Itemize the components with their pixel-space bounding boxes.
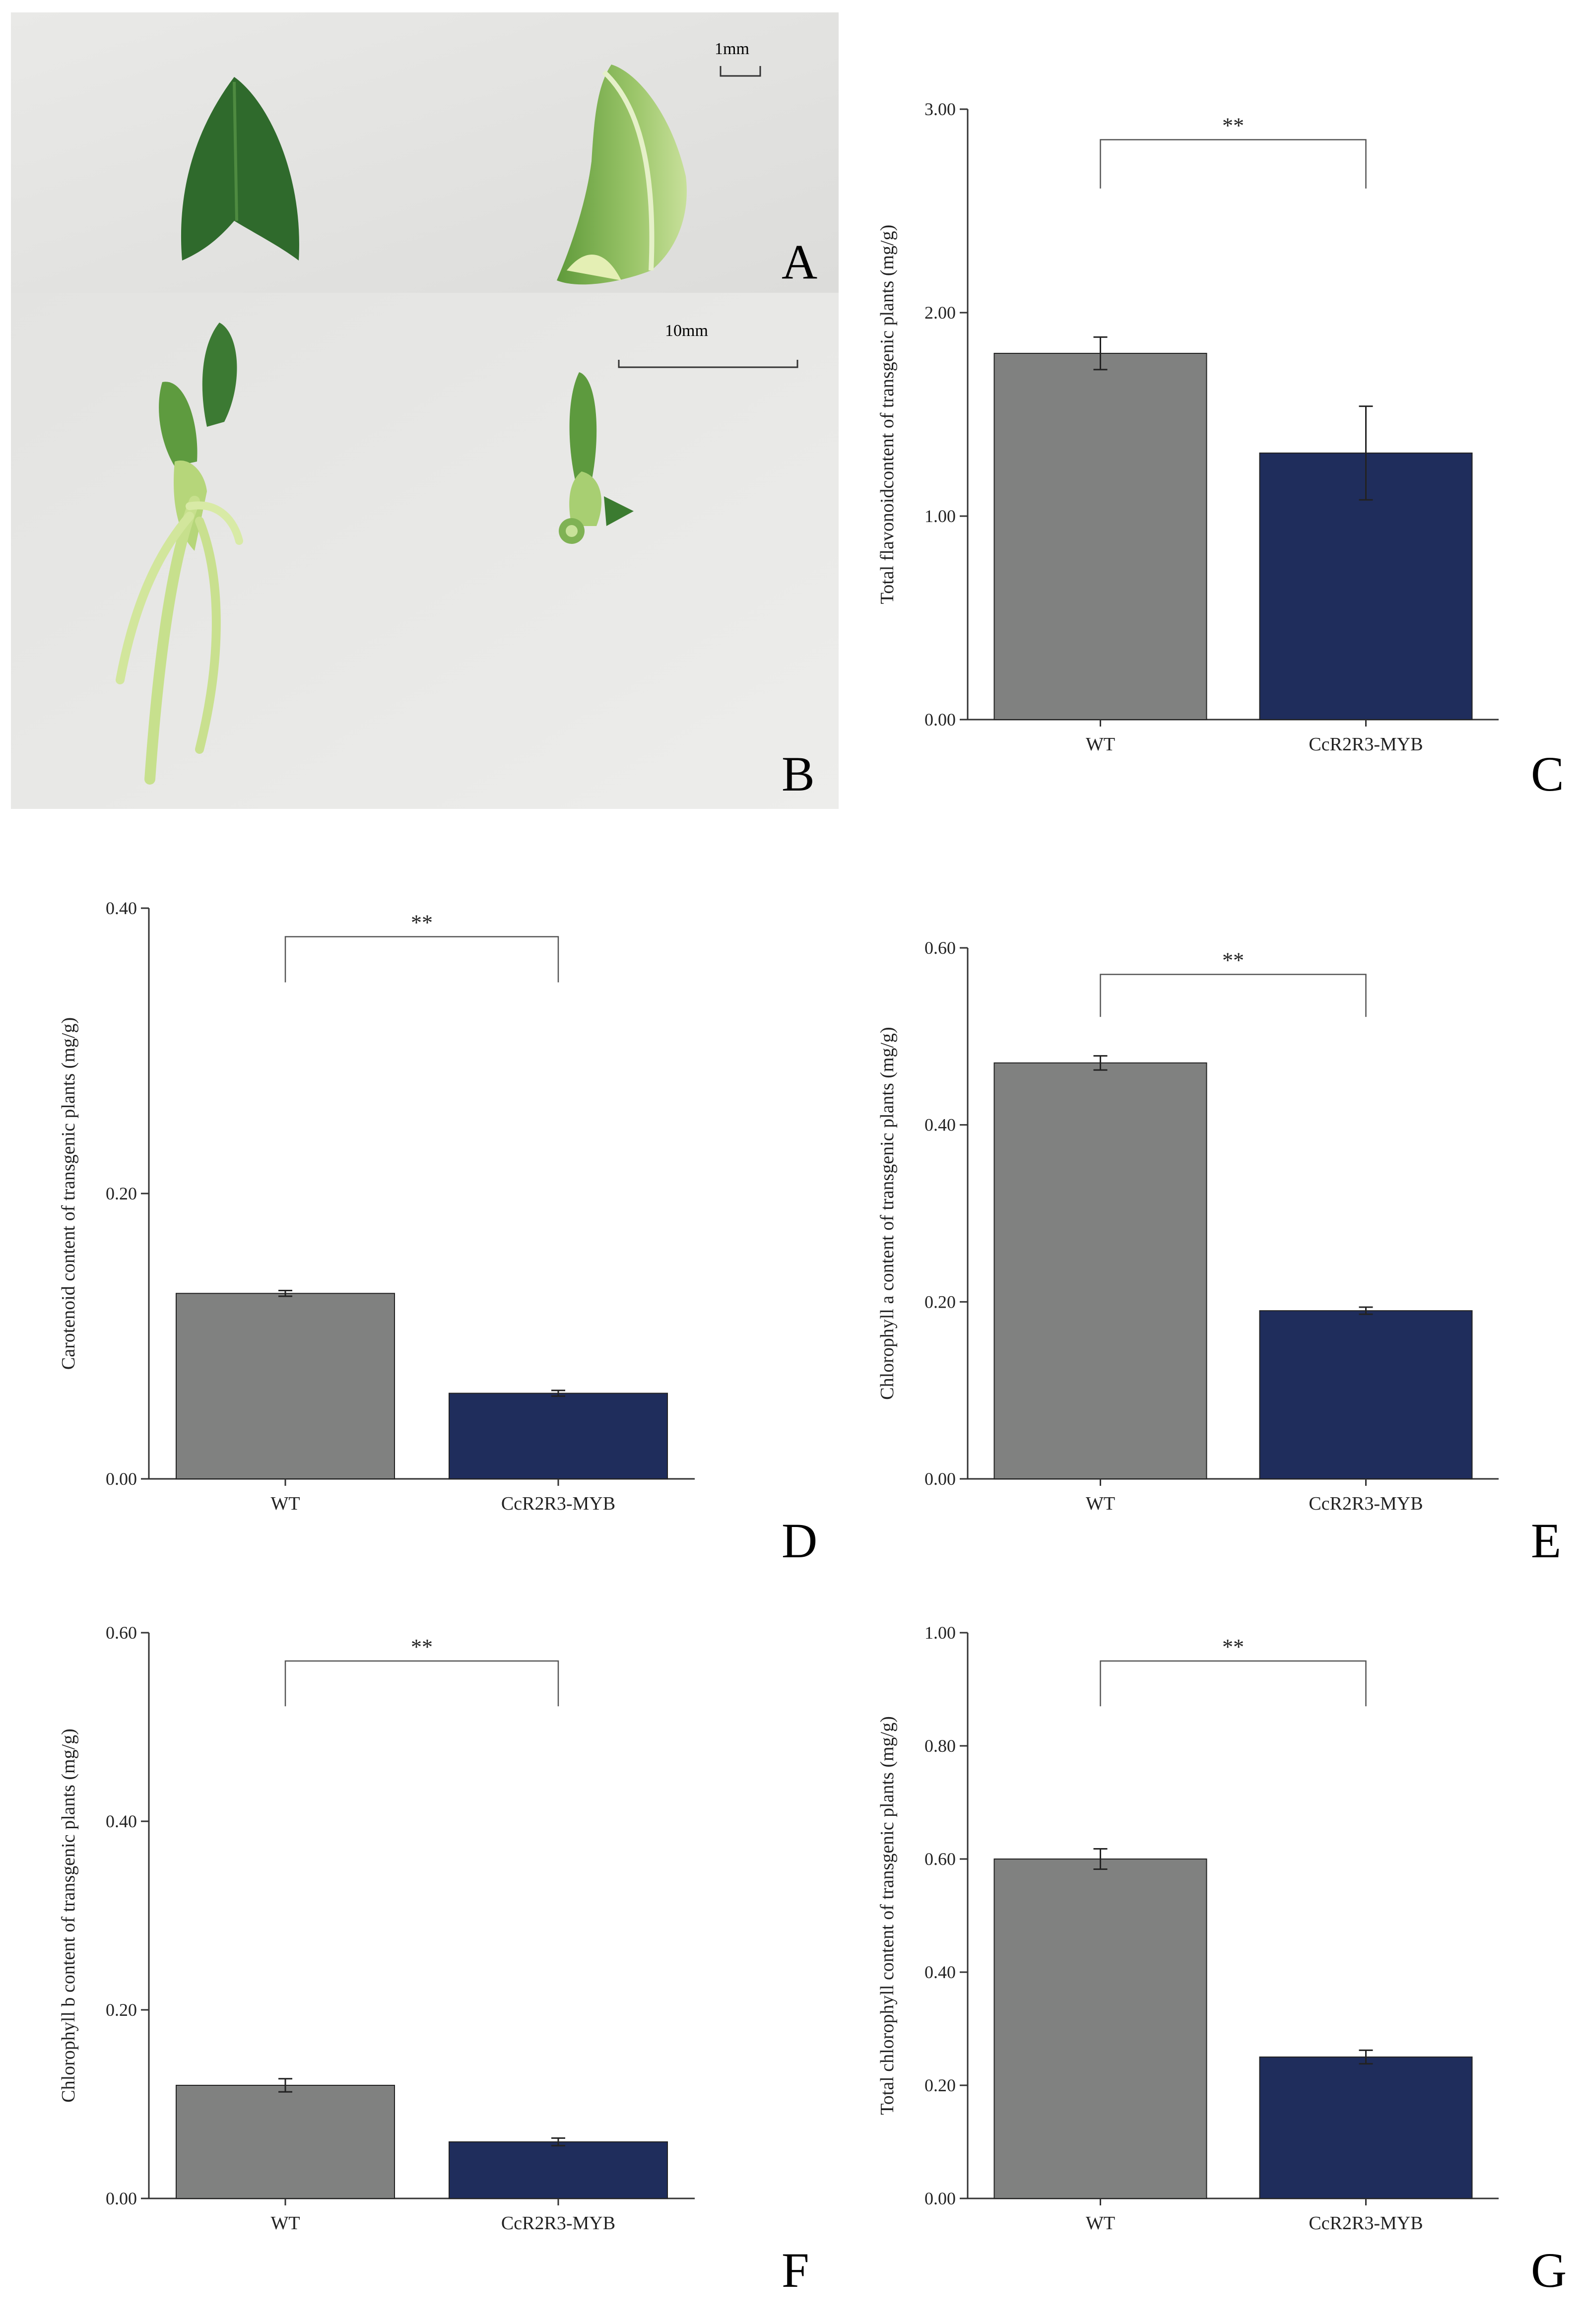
bar-transgenic xyxy=(449,1393,668,1479)
x-tick-label: WT xyxy=(270,1493,300,1514)
panel-letter-e: E xyxy=(1531,1513,1562,1568)
chart-svg: 0.00 0.20 0.40 Carotenoid content of transg… xyxy=(58,898,695,1514)
scale-label-a: 1mm xyxy=(715,40,749,58)
significance-label: ** xyxy=(1222,948,1244,973)
bar-wt xyxy=(993,1062,1207,1480)
y-tick-label: 0.60 xyxy=(924,1849,956,1869)
y-axis-label: Carotenoid content of transgenic plants … xyxy=(58,1017,79,1370)
significance-bracket xyxy=(1100,974,1367,1017)
y-tick-label: 0.00 xyxy=(106,2189,137,2208)
bar-transgenic xyxy=(1259,1310,1473,1480)
significance-bracket xyxy=(1100,139,1367,189)
chart-d: 0.00 0.20 0.40 Carotenoid content of transg… xyxy=(50,888,720,1533)
bar-wt xyxy=(176,2085,395,2199)
bar-wt xyxy=(176,1293,395,1479)
wt-seedling-image xyxy=(116,323,243,785)
scale-label-b: 10mm xyxy=(665,322,708,340)
chart-svg: 0.00 0.20 0.40 0.60 Chlorophyll a content of… xyxy=(877,938,1499,1514)
chart-e: 0.00 0.20 0.40 0.60 Chlorophyll a content of… xyxy=(868,928,1523,1533)
transgenic-leaf-image xyxy=(557,65,687,285)
photo-panel-b xyxy=(11,293,839,809)
x-tick-label: CcR2R3-MYB xyxy=(1309,1493,1423,1514)
x-tick-label: WT xyxy=(1086,2213,1115,2234)
y-tick-label: 1.00 xyxy=(924,506,956,526)
y-tick-label: 0.20 xyxy=(106,1184,137,1203)
y-tick-label: 2.00 xyxy=(924,303,956,323)
y-axis-label: Total flavonoidcontent of transgenic pla… xyxy=(877,225,898,604)
y-tick-label: 0.00 xyxy=(924,710,956,730)
significance-label: ** xyxy=(1222,114,1244,138)
significance-label: ** xyxy=(411,911,433,935)
photo-panel-a xyxy=(11,12,839,293)
y-tick-label: 0.40 xyxy=(924,1115,956,1135)
chart-svg: 0.00 1.00 2.00 3.00 Total flavonoidcontent o… xyxy=(877,99,1499,755)
significance-label: ** xyxy=(411,1635,433,1659)
x-tick-label: CcR2R3-MYB xyxy=(501,1493,615,1514)
bar-transgenic xyxy=(449,2141,668,2199)
transgenic-seedling-image xyxy=(559,372,634,544)
x-tick-label: CcR2R3-MYB xyxy=(1309,734,1423,755)
y-tick-label: 0.00 xyxy=(924,2189,956,2208)
chart-f: 0.00 0.20 0.40 0.60 Chlorophyll b content of… xyxy=(50,1613,720,2253)
panel-letter-c: C xyxy=(1531,746,1564,801)
panel-letter-b: B xyxy=(782,746,815,801)
x-tick-label: CcR2R3-MYB xyxy=(501,2213,615,2234)
significance-bracket xyxy=(1100,1660,1367,1707)
chart-g: 0.00 0.20 0.40 0.60 0.80 1.00 Total chlorophyl… xyxy=(868,1613,1523,2253)
y-tick-label: 0.60 xyxy=(106,1623,137,1643)
x-tick-label: WT xyxy=(1086,734,1115,755)
x-tick-label: WT xyxy=(270,2213,300,2234)
panel-letter-g: G xyxy=(1531,2243,1567,2298)
y-tick-label: 0.40 xyxy=(106,1811,137,1831)
bar-wt xyxy=(993,1859,1207,2199)
chart-c: 0.00 1.00 2.00 3.00 Total flavonoidcontent o… xyxy=(868,89,1523,774)
y-tick-label: 0.40 xyxy=(106,898,137,918)
y-tick-label: 0.20 xyxy=(924,1292,956,1312)
y-tick-label: 0.20 xyxy=(106,2000,137,2020)
panel-letter-f: F xyxy=(782,2243,809,2298)
y-tick-label: 0.00 xyxy=(924,1469,956,1489)
panel-letter-d: D xyxy=(782,1513,818,1568)
y-tick-label: 1.00 xyxy=(924,1623,956,1643)
wt-leaf-image xyxy=(181,77,299,261)
y-axis-label: Total chlorophyll content of transgenic … xyxy=(877,1716,898,2115)
significance-bracket xyxy=(284,936,559,983)
y-tick-label: 0.20 xyxy=(924,2075,956,2095)
chart-svg: 0.00 0.20 0.40 0.60 0.80 1.00 Total chlorophyl… xyxy=(877,1623,1499,2234)
y-tick-label: 0.80 xyxy=(924,1736,956,1756)
x-tick-label: CcR2R3-MYB xyxy=(1309,2213,1423,2234)
significance-bracket xyxy=(284,1660,559,1707)
y-tick-label: 0.00 xyxy=(106,1469,137,1489)
chart-svg: 0.00 0.20 0.40 0.60 Chlorophyll b content of… xyxy=(58,1623,695,2234)
y-axis-label: Chlorophyll a content of transgenic plan… xyxy=(877,1027,898,1399)
y-axis-label: Chlorophyll b content of transgenic plan… xyxy=(58,1728,79,2103)
bar-transgenic xyxy=(1259,2057,1473,2199)
panel-letter-a: A xyxy=(782,234,818,289)
significance-label: ** xyxy=(1222,1635,1244,1659)
y-tick-label: 0.60 xyxy=(924,938,956,958)
y-tick-label: 0.40 xyxy=(924,1962,956,1982)
x-tick-label: WT xyxy=(1086,1493,1115,1514)
bar-wt xyxy=(993,353,1207,720)
y-tick-label: 3.00 xyxy=(924,99,956,119)
